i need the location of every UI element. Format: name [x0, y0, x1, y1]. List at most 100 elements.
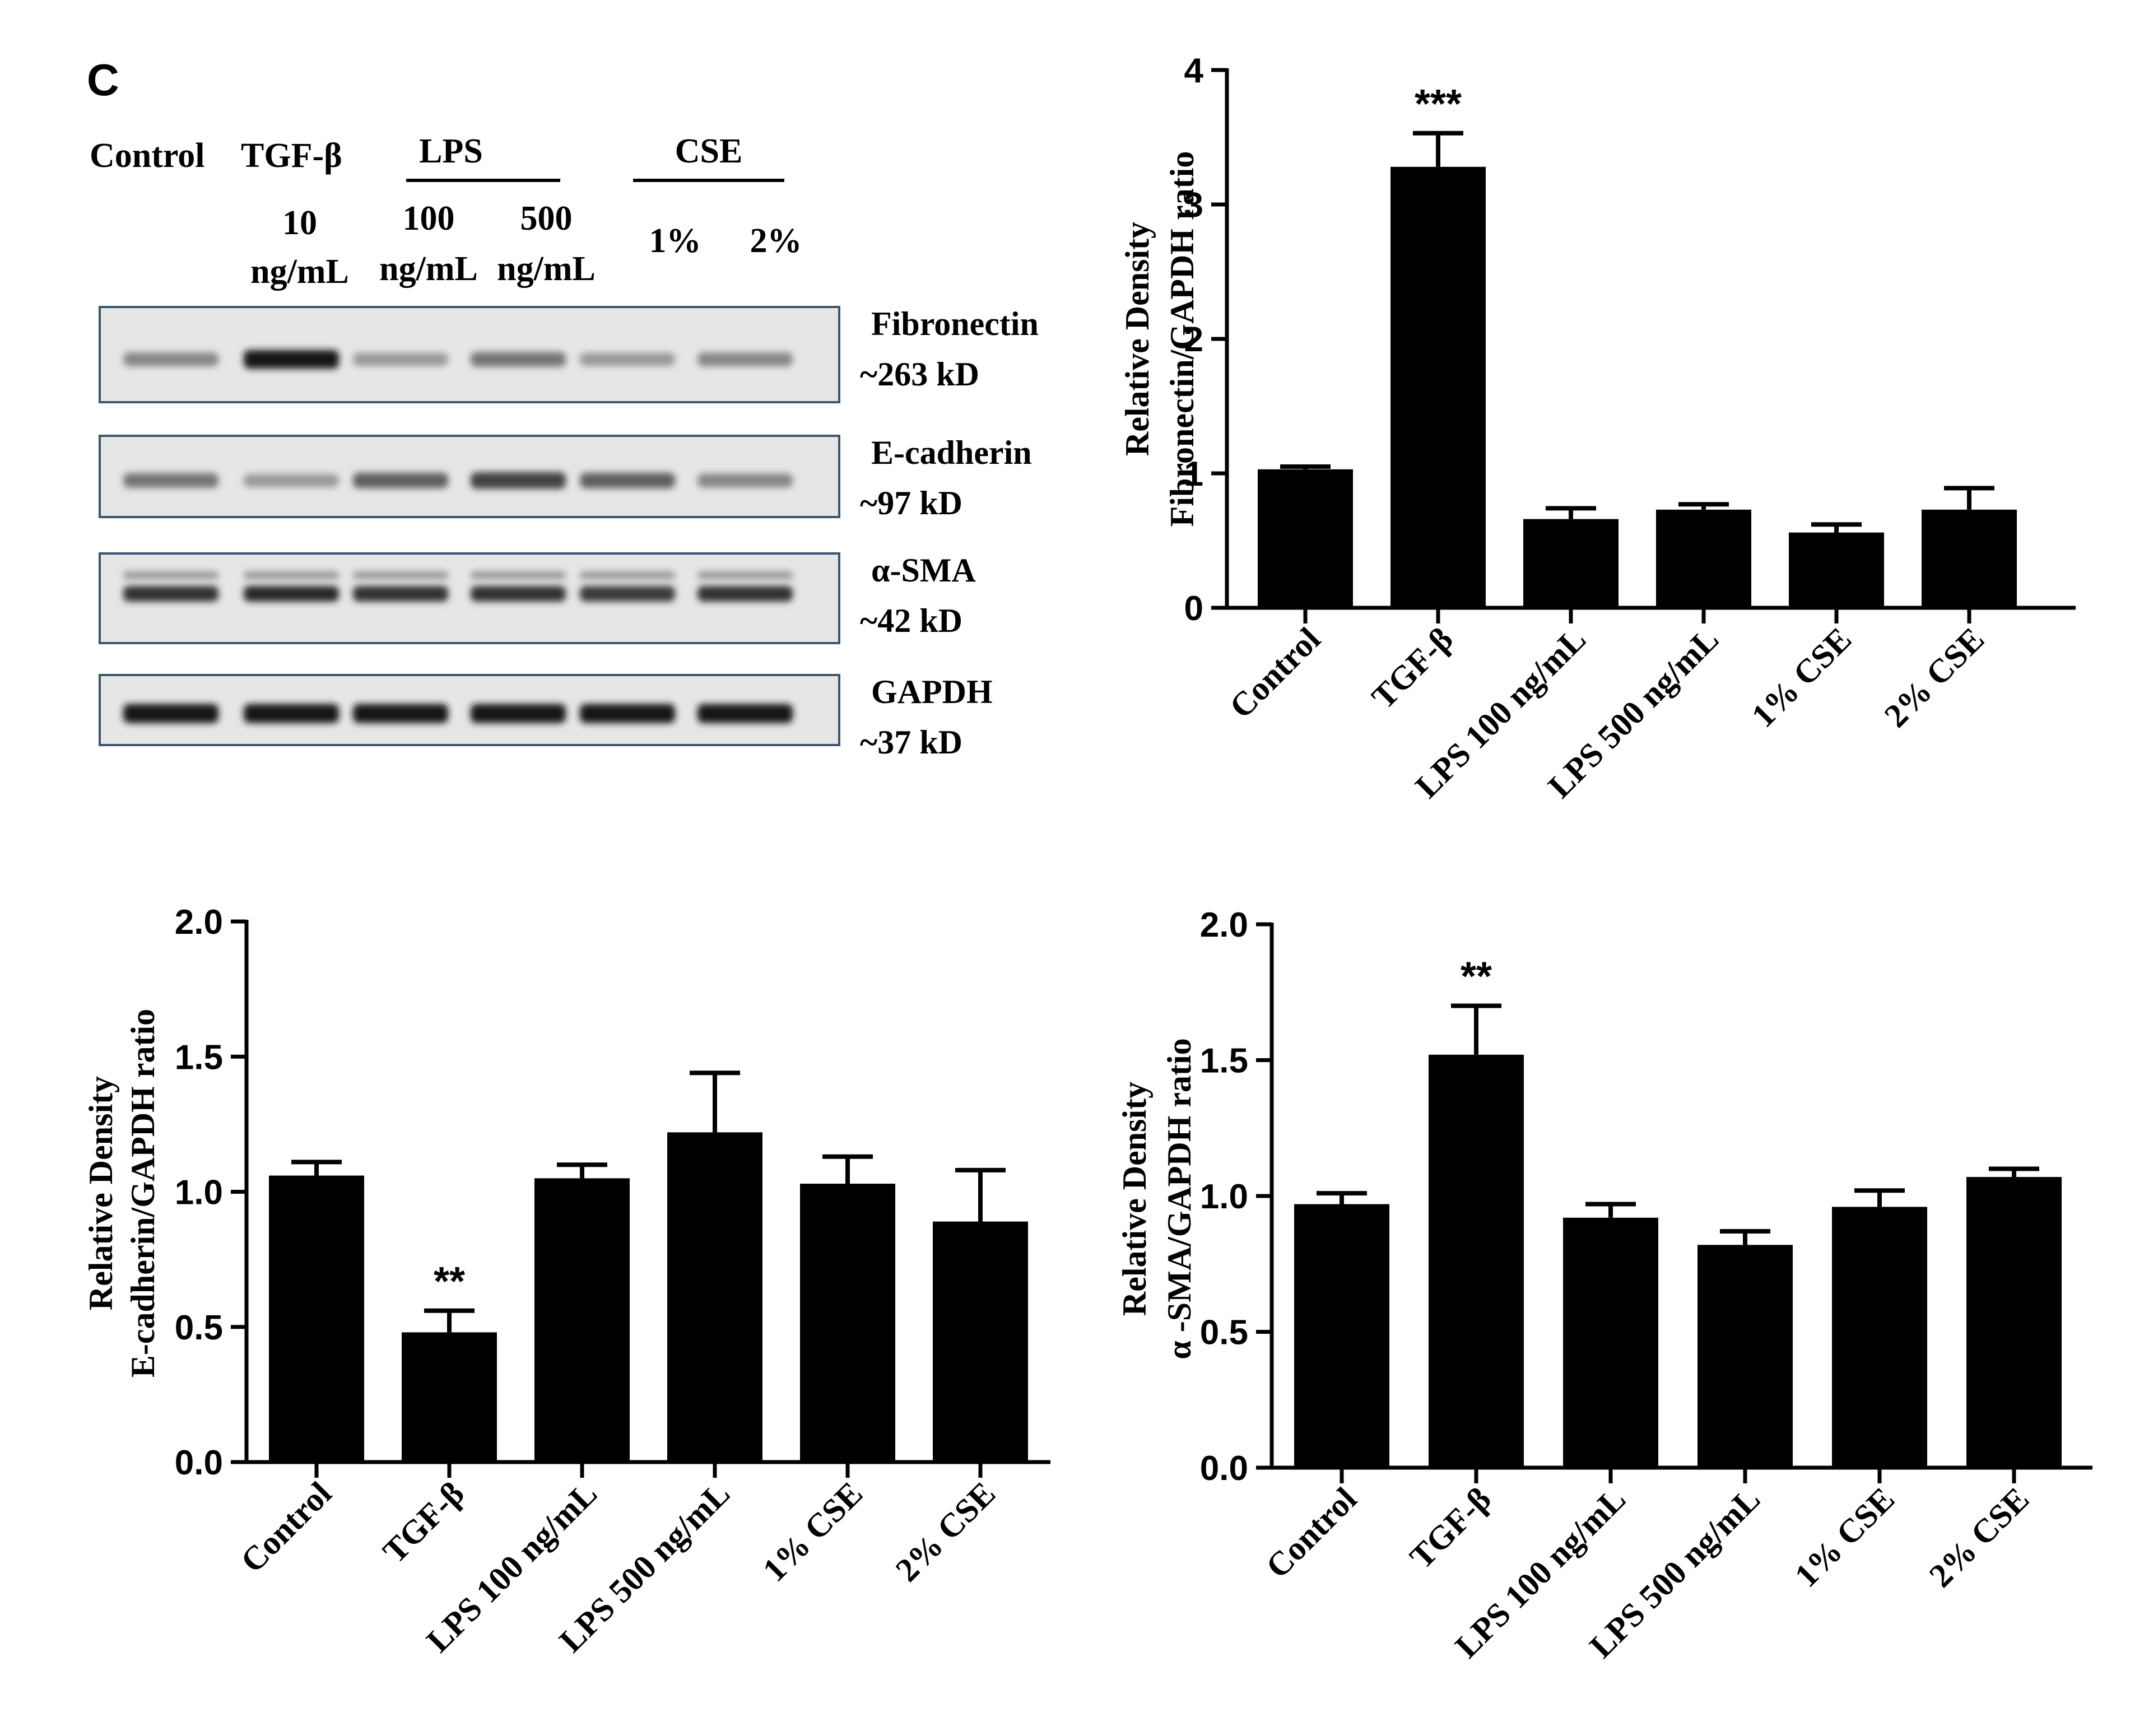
blot-protein-size: ~97 kD	[860, 485, 962, 522]
blot-band	[244, 350, 339, 369]
y-axis-label-line2: α -SMA/GAPDH ratio	[1161, 1038, 1198, 1359]
bar	[1563, 1217, 1658, 1468]
blot-band	[471, 704, 566, 723]
blot-band	[580, 472, 675, 488]
blot-band	[697, 352, 793, 366]
y-tick-label: 0.0	[1200, 1449, 1248, 1488]
blot-strip-2: α-SMA ~42 kD	[99, 552, 976, 644]
significance-marker: ***	[1415, 82, 1462, 127]
blot-band	[244, 704, 339, 723]
blot-band	[471, 352, 566, 367]
blot-band	[353, 704, 448, 723]
x-tick-label: 1% CSE	[1745, 621, 1858, 734]
x-tick-label: 2% CSE	[889, 1475, 1002, 1589]
y-tick-label: 3	[1184, 186, 1203, 225]
blot-protein-name: α-SMA	[871, 552, 976, 589]
y-tick-label: 0.0	[175, 1444, 223, 1482]
blot-band-upper	[580, 571, 675, 579]
blot-band-upper	[123, 571, 218, 579]
blot-band	[697, 704, 793, 723]
blot-strip-1: E-cadherin ~97 kD	[99, 434, 1032, 522]
blot-header: Control TGF-β LPS CSE 10 ng/mL 100 ng/mL…	[90, 132, 802, 291]
x-tick-label: 2% CSE	[1877, 621, 1991, 734]
chart-fibronectin: 0 1 2 3 4 Relative Density Fibronectin/GAPDH r…	[1119, 52, 2076, 805]
bar	[1294, 1204, 1389, 1468]
x-tick-label: Control	[1259, 1481, 1364, 1585]
blot-band-upper	[353, 571, 448, 579]
blot-band	[580, 704, 675, 723]
blot-band-upper	[244, 571, 339, 579]
y-tick-label: 1	[1184, 455, 1203, 494]
bar	[1789, 532, 1884, 608]
blot-strip-3: GAPDH ~37 kD	[99, 673, 993, 761]
y-tick-label: 2.0	[175, 903, 223, 942]
blot-protein-name: E-cadherin	[871, 434, 1032, 471]
bar	[1922, 509, 2017, 608]
y-tick-label: 1.5	[1200, 1042, 1248, 1081]
y-axis-label-line1: Relative Density	[82, 1076, 119, 1310]
blot-protein-size: ~37 kD	[860, 724, 962, 761]
bar	[269, 1175, 364, 1462]
bar	[1390, 166, 1486, 608]
blot-band	[353, 586, 448, 602]
lane-label-tgf: TGF-β	[241, 137, 342, 175]
blot-band	[697, 473, 793, 488]
y-axis-label-line2: E-cadherin/GAPDH ratio	[124, 1009, 161, 1377]
group-label-lps: LPS	[419, 132, 483, 170]
y-tick-label: 4	[1184, 52, 1204, 90]
blot-band	[353, 352, 448, 366]
x-tick-label: TGF-β	[1403, 1481, 1498, 1576]
bar	[800, 1184, 895, 1462]
blot-protein-name: GAPDH	[871, 673, 993, 710]
group-label-cse: CSE	[675, 132, 743, 170]
x-tick-label: 2% CSE	[1922, 1481, 2036, 1594]
bar	[667, 1132, 762, 1462]
lps500-dose-line1: 500	[520, 199, 573, 238]
chart-e-cadherin: 0.0 0.5 1.0 1.5 2.0 Relative Density E-cadheri…	[82, 903, 1050, 1659]
bar	[1258, 469, 1353, 608]
bar	[1966, 1177, 2062, 1468]
blot-protein-size: ~263 kD	[860, 356, 979, 393]
blot-band	[123, 473, 218, 488]
tgf-dose-line2: ng/mL	[250, 253, 349, 291]
x-tick-label: 1% CSE	[756, 1475, 869, 1589]
significance-marker: **	[1461, 955, 1492, 999]
lane-label-control: Control	[90, 137, 205, 175]
y-tick-label: 1.5	[175, 1038, 223, 1077]
tgf-dose-line1: 10	[282, 204, 317, 242]
blot-strips: Fibronectin ~263 kD E-cadherin ~97 kD α-SMA ~…	[99, 305, 1039, 761]
x-tick-label: TGF-β	[376, 1475, 471, 1570]
lps100-dose-line2: ng/mL	[379, 250, 478, 288]
panel-label: C	[87, 55, 119, 105]
cse1-label: 1%	[649, 222, 701, 260]
bar	[1523, 519, 1619, 608]
blot-band	[244, 586, 339, 602]
x-tick-label: Control	[234, 1475, 338, 1580]
blot-band-upper	[697, 571, 793, 579]
lps100-dose-line1: 100	[403, 199, 455, 238]
bar	[402, 1332, 497, 1462]
blot-band	[244, 474, 339, 487]
significance-marker: **	[434, 1259, 465, 1304]
y-tick-label: 0.5	[175, 1309, 223, 1347]
blot-band	[580, 352, 675, 366]
blot-strip-0: Fibronectin ~263 kD	[99, 305, 1039, 403]
blot-band	[471, 586, 566, 602]
bar	[1429, 1054, 1524, 1468]
y-tick-label: 0.5	[1200, 1314, 1248, 1352]
bar	[1832, 1207, 1927, 1468]
bar	[1656, 509, 1751, 608]
x-tick-label: TGF-β	[1365, 621, 1460, 716]
blot-band	[123, 704, 218, 723]
bar	[534, 1178, 630, 1462]
cse2-label: 2%	[750, 222, 802, 260]
y-tick-label: 1.0	[1200, 1177, 1248, 1216]
y-tick-label: 2	[1184, 320, 1203, 359]
blot-band-upper	[471, 571, 566, 579]
bar	[1698, 1245, 1793, 1468]
blot-band	[697, 586, 793, 602]
y-tick-label: 0	[1184, 589, 1203, 628]
lps500-dose-line2: ng/mL	[497, 250, 596, 288]
y-axis-label-line1: Relative Density	[1116, 1082, 1153, 1316]
